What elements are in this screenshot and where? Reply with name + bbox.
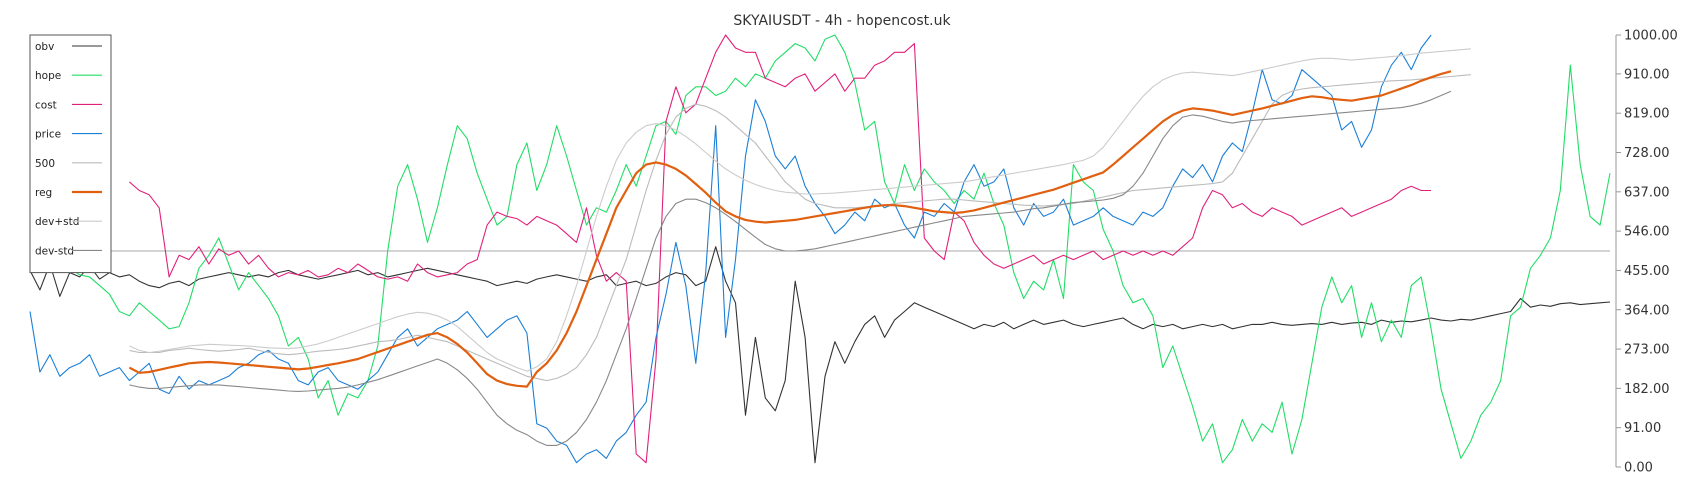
legend-label-obv: obv [35,41,54,53]
series-line-hope [29,34,1611,464]
legend-label-dev+std: dev+std [35,216,79,228]
y-tick-label: 0.00 [1624,461,1653,476]
y-axis: 1000.00 910.00 819.00 728.00 637.00 546.00 455… [1615,29,1678,476]
y-tick-label: 728.00 [1624,146,1670,161]
series-line-cost [129,34,1432,464]
series-line-500 [129,74,1471,382]
y-tick-label: 91.00 [1624,421,1661,436]
series-line-dev+std [129,48,1471,372]
legend-label-reg: reg [35,187,52,199]
legend-label-hope: hope [35,70,61,82]
legend-label-500: 500 [35,158,55,170]
y-tick-label: 364.00 [1624,303,1670,318]
legend-label-cost: cost [35,99,57,111]
legend: obv hope cost price 500 reg dev+std dev-std [29,34,112,274]
series-line-obv [29,246,1611,464]
y-tick-label: 273.00 [1624,343,1670,358]
y-tick-label: 819.00 [1624,107,1670,122]
legend-box [29,34,112,274]
y-tick-label: 182.00 [1624,382,1670,397]
series-line-dev-std [129,90,1452,446]
y-tick-label: 1000.00 [1624,29,1678,44]
chart-title: SKYAIUSDT - 4h - hopencost.uk [733,13,951,29]
legend-label-price: price [35,129,61,141]
y-tick-label: 637.00 [1624,185,1670,200]
legend-label-dev-std: dev-std [35,245,74,257]
y-tick-label: 910.00 [1624,67,1670,82]
y-tick-label: 455.00 [1624,264,1670,279]
y-tick-label: 546.00 [1624,225,1670,240]
series-line-price [29,34,1432,464]
series-line-reg [128,70,1452,388]
series-layer [29,34,1611,464]
